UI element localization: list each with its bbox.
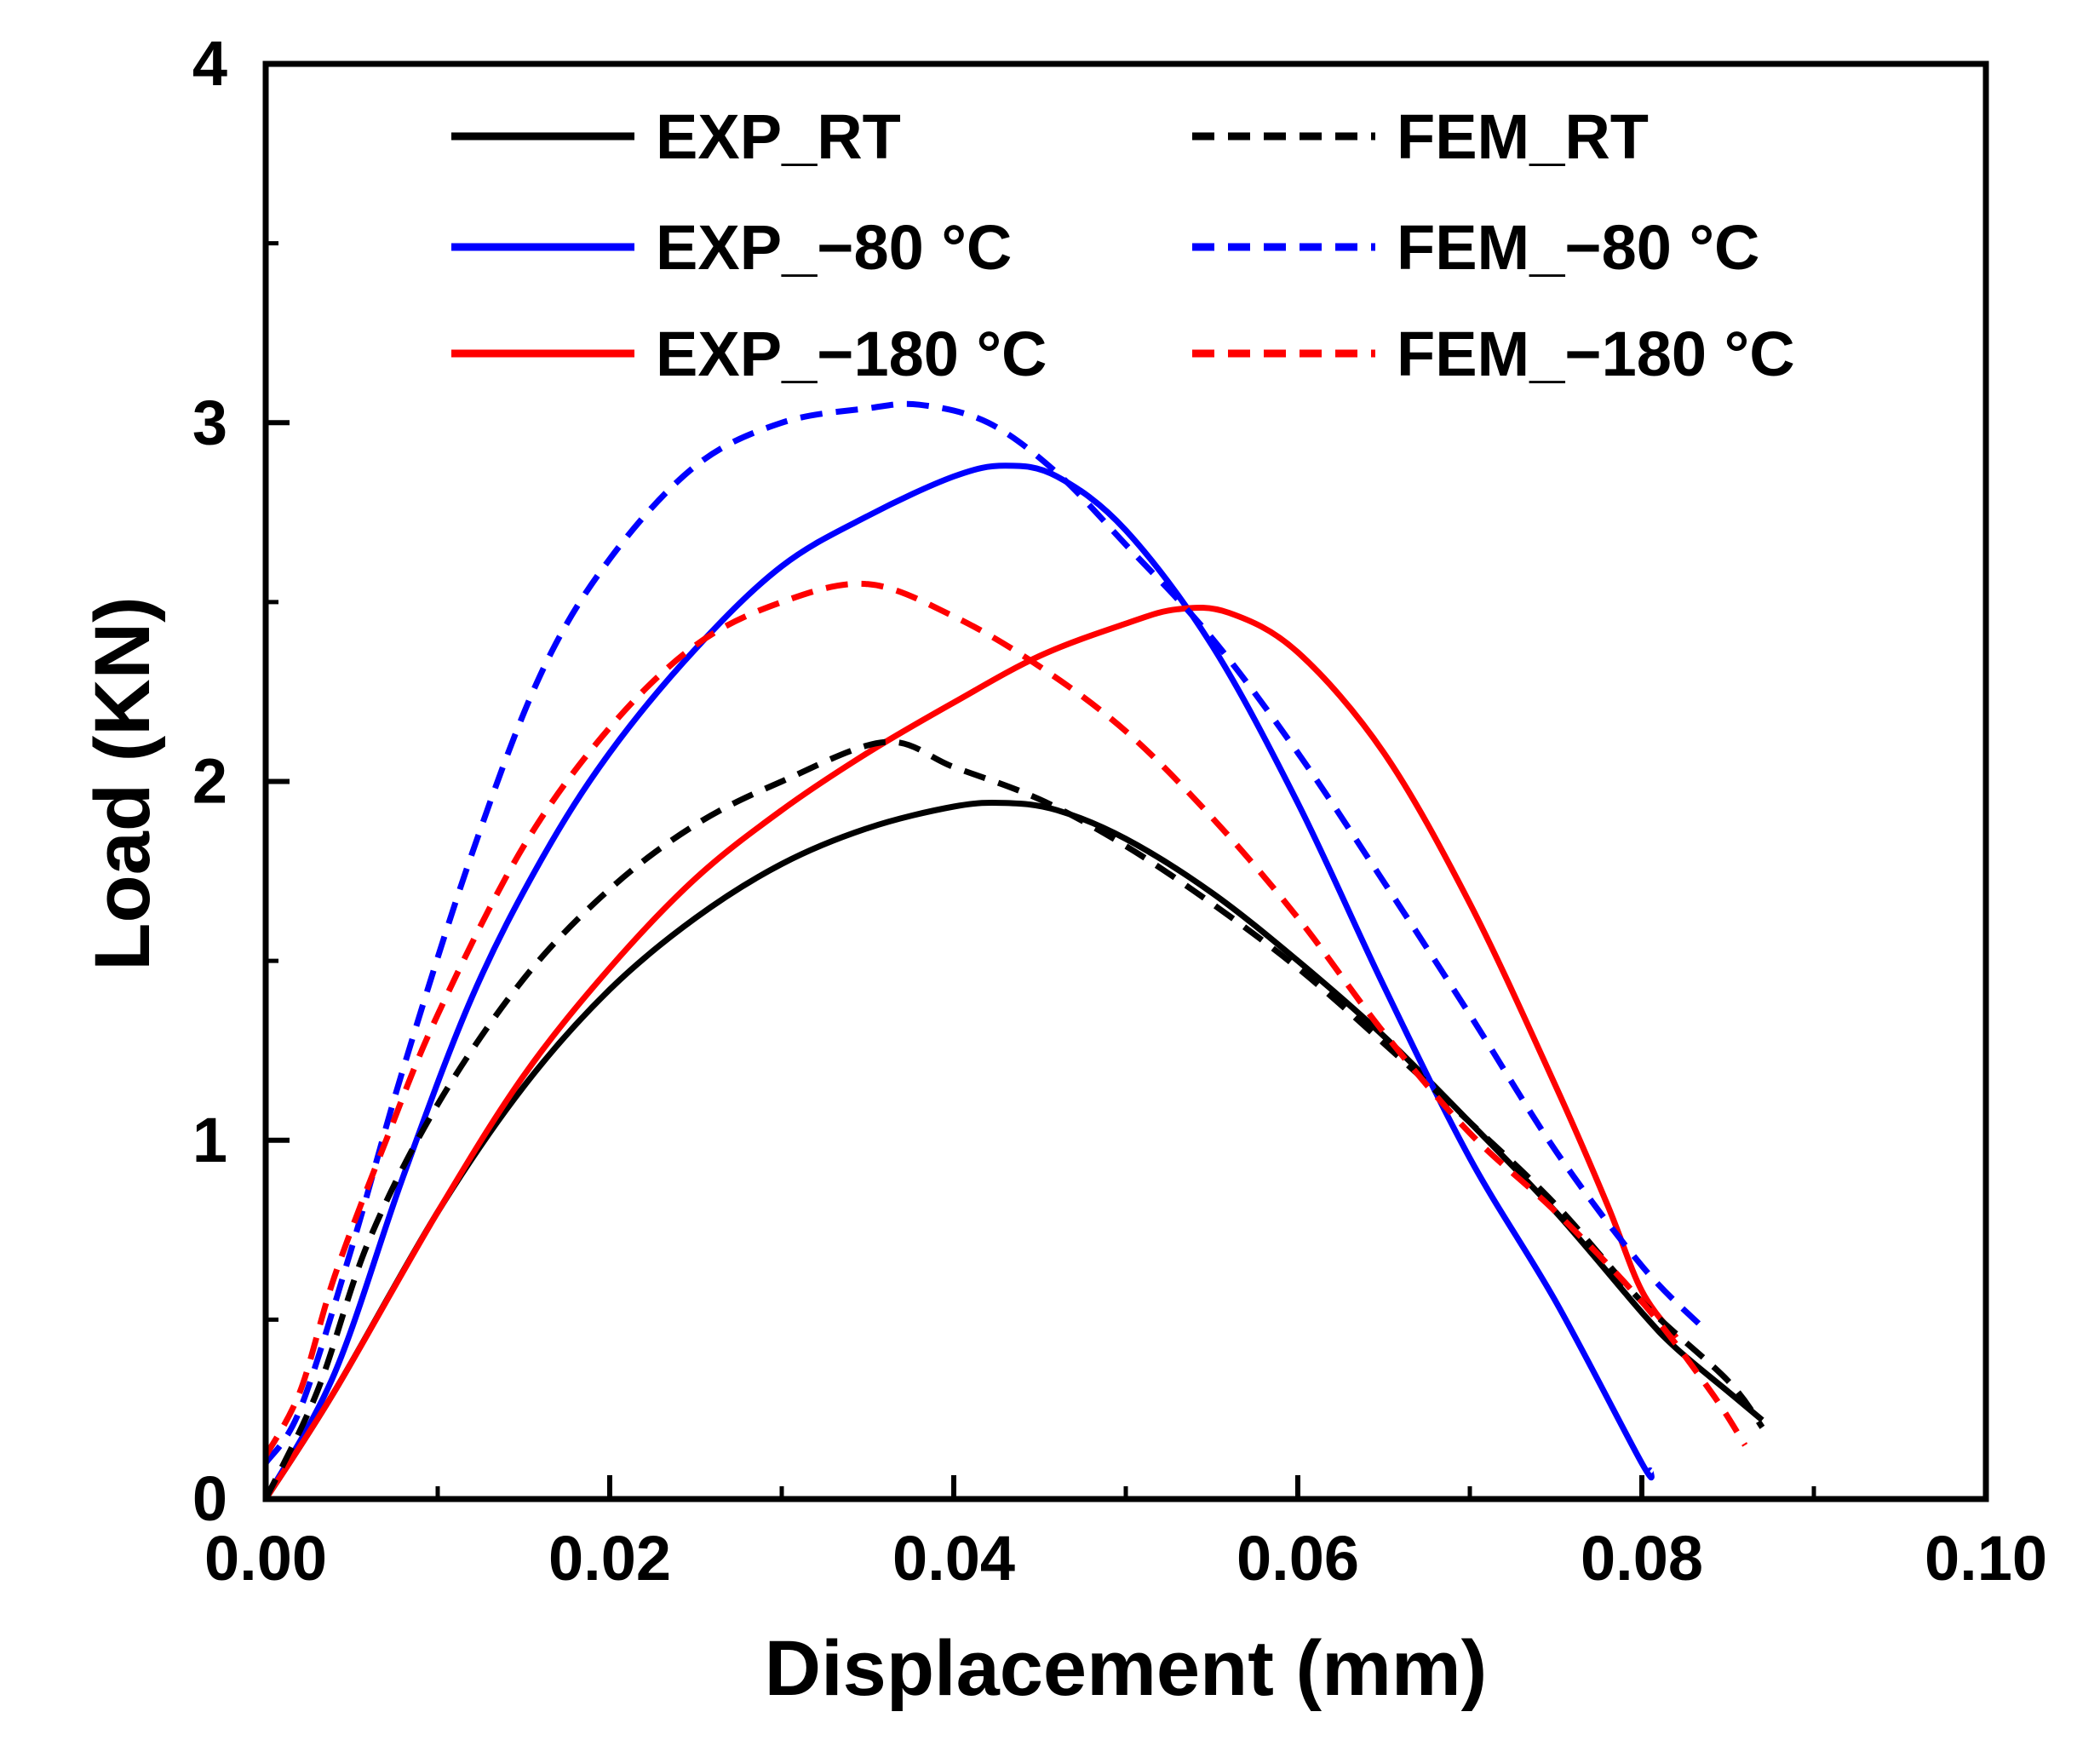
y-axis-title: Load (KN) [79, 596, 166, 970]
series-line-fem-80-c [263, 400, 1705, 1465]
y-tick-label: 3 [192, 387, 227, 457]
x-tick-label: 0.04 [892, 1523, 1015, 1594]
legend-label-fem-rt: FEM_RT [1397, 101, 1649, 172]
y-tick-label: 4 [192, 28, 227, 99]
series-curves [262, 400, 1765, 1501]
y-tick-label: 0 [192, 1463, 227, 1534]
series-line-exp-80-c [262, 462, 1655, 1501]
x-tick-label: 0.08 [1581, 1523, 1703, 1594]
y-tick-label: 1 [192, 1105, 227, 1175]
legend: EXP_RT EXP_−80 °C EXP_−180 °C FEM_RT FEM_−80… [451, 101, 1795, 389]
x-tick-label: 0.06 [1236, 1523, 1359, 1594]
axis-ticks [263, 61, 1988, 1502]
series-line-exp-180-c [263, 604, 1679, 1501]
y-tick-label: 2 [192, 746, 227, 817]
series-line-exp-rt [263, 799, 1764, 1501]
legend-label-exp-180-c: EXP_−180 °C [656, 319, 1047, 389]
axis-tick-labels: 0.00 0.02 0.04 0.06 0.08 0.10 0 1 2 3 4 [192, 28, 2047, 1594]
x-tick-label: 0.00 [204, 1523, 327, 1594]
legend-label-exp-rt: EXP_RT [656, 101, 901, 172]
legend-label-fem-180-c: FEM_−180 °C [1397, 319, 1795, 389]
x-tick-label: 0.02 [548, 1523, 671, 1594]
x-axis-title: Displacement (mm) [765, 1625, 1488, 1712]
legend-label-exp-80-c: EXP_−80 °C [656, 212, 1012, 283]
legend-label-fem-80-c: FEM_−80 °C [1397, 212, 1759, 283]
x-tick-label: 0.10 [1925, 1523, 2047, 1594]
series-line-fem-rt [262, 738, 1765, 1501]
